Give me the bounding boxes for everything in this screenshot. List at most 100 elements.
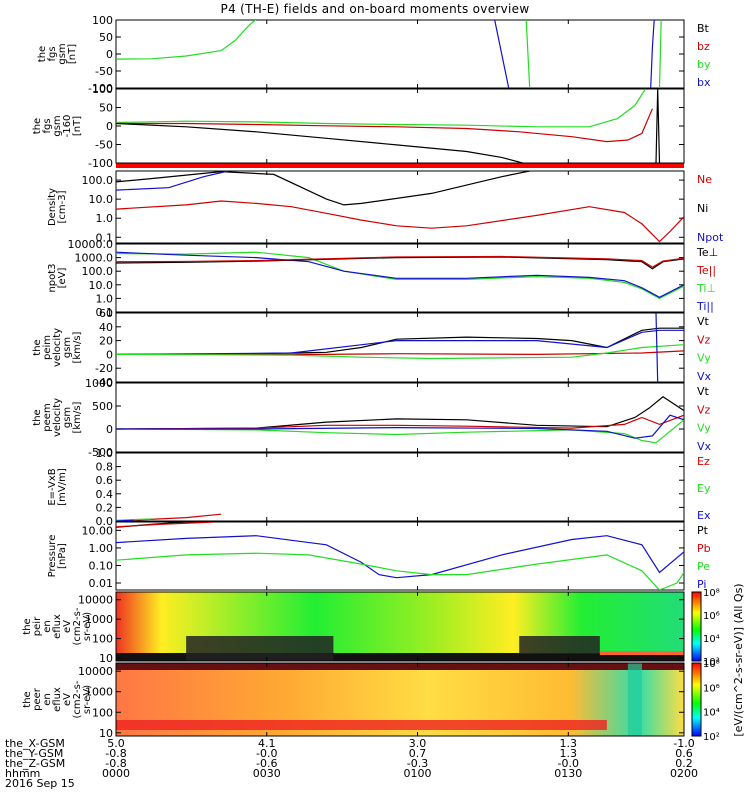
series-line-by bbox=[525, 20, 531, 88]
panel-8: 10.00 1.00 0.10 0.01 Pressure [nPa] Pt Pb Pe Pi bbox=[47, 521, 711, 591]
legend-entry: Vy bbox=[697, 352, 711, 365]
series-line-ne bbox=[116, 200, 684, 243]
y-tick-label: 0.4 bbox=[96, 488, 114, 501]
y-tick-label: 40 bbox=[99, 321, 113, 334]
x-row-label: the_X-GSM bbox=[5, 737, 65, 750]
y-axis-label: eflux bbox=[52, 614, 63, 639]
y-axis-label: the bbox=[37, 46, 48, 62]
y-tick-label: 100.0 bbox=[82, 265, 114, 278]
panel-frame bbox=[115, 312, 685, 383]
panel-9: 10000 1000 100 10 the peir en eflux eV (cm2-s-sr-… bbox=[22, 588, 720, 668]
panel-7: 1.00.80.60.40.20.0 E=-VxB [mV/m] Ez Ey Ex bbox=[47, 447, 711, 528]
legend-entry: Pe bbox=[697, 560, 710, 573]
spectrogram-warm-strip bbox=[599, 651, 684, 655]
panel-2: 100 50 0 -50 -100 the fgs gsm -160 [nT] bbox=[32, 83, 685, 170]
legend-entry: Npot bbox=[697, 231, 724, 244]
series-line-vy bbox=[116, 419, 684, 444]
y-tick-label: 100 bbox=[92, 706, 113, 719]
y-axis-label: (cm2-s- bbox=[72, 680, 83, 718]
legend-entry: Vy bbox=[697, 422, 711, 435]
panel-3: 100.0 10.0 1.0 0.1 Density [cm-3] Ne Ni Npot bbox=[47, 170, 724, 244]
colorbar bbox=[691, 662, 702, 737]
y-tick-label: 0.0 bbox=[96, 515, 114, 528]
y-tick-label: 0 bbox=[106, 423, 113, 436]
y-axis-label: the bbox=[22, 691, 33, 707]
legend-entry: Vz bbox=[697, 333, 711, 346]
y-axis-label: eV bbox=[62, 620, 73, 633]
panel-frame bbox=[115, 521, 685, 591]
colorbar-tick-label: 10⁴ bbox=[703, 708, 720, 719]
colorbar bbox=[691, 591, 702, 662]
colorbar-tick-label: 10² bbox=[703, 657, 720, 668]
colorbar-tick-label: 10⁸ bbox=[703, 588, 720, 599]
legend-entry: Pi bbox=[697, 578, 706, 591]
series-line-vz bbox=[116, 350, 684, 356]
x-row-value: 0.2 bbox=[675, 757, 693, 770]
y-tick-label: 10 bbox=[99, 652, 113, 665]
colorbar-tick-label: 10² bbox=[703, 732, 720, 743]
series-line-by bbox=[658, 20, 662, 88]
legend-entry: Ni bbox=[697, 202, 708, 215]
series-line-ti bbox=[116, 251, 684, 298]
panel-frame bbox=[115, 243, 685, 313]
y-tick-label: 1000.0 bbox=[75, 252, 114, 265]
y-tick-label: -40 bbox=[95, 376, 113, 389]
y-axis-label: sr-eV) bbox=[82, 612, 93, 641]
series-group bbox=[116, 251, 684, 300]
series-line-vy bbox=[116, 344, 684, 360]
spectrogram-dark-patch bbox=[519, 636, 600, 654]
series-group bbox=[116, 513, 222, 521]
series-line-by bbox=[116, 20, 257, 60]
legend-entry: Ti⊥ bbox=[696, 282, 716, 295]
y-axis-label: npot3 bbox=[47, 263, 58, 292]
y-tick-label: 0.8 bbox=[96, 461, 114, 474]
series-line-vt bbox=[116, 396, 684, 430]
series-line-npot bbox=[116, 171, 229, 191]
series-line-pe bbox=[116, 552, 684, 590]
y-tick-label: 10.0 bbox=[89, 193, 114, 206]
series-line-te bbox=[116, 255, 684, 268]
series-group bbox=[116, 171, 684, 243]
x-row-value: -0.6 bbox=[256, 757, 277, 770]
spectrogram-low-energy-band bbox=[116, 653, 684, 661]
series-line-vx bbox=[116, 414, 684, 439]
colorbar-tick-label: 10⁶ bbox=[703, 683, 720, 694]
series-line-pb bbox=[116, 522, 215, 528]
y-tick-label: 100 bbox=[92, 14, 113, 27]
x-row-value: 0.6 bbox=[675, 747, 693, 760]
panel-frame bbox=[115, 382, 685, 453]
y-tick-label: 1000 bbox=[85, 613, 113, 626]
y-tick-label: -100 bbox=[88, 157, 113, 170]
y-tick-label: -20 bbox=[95, 362, 113, 375]
series-group bbox=[116, 313, 684, 382]
legend-entry: Vz bbox=[697, 403, 711, 416]
y-tick-label: 1000 bbox=[85, 686, 113, 699]
series-line-ex bbox=[116, 519, 134, 521]
y-tick-label: 100 bbox=[92, 83, 113, 96]
x-row-value: 5.0 bbox=[107, 737, 125, 750]
colorbar-tick-label: 10⁶ bbox=[703, 611, 720, 622]
y-axis-label: the bbox=[32, 339, 43, 355]
y-axis-label: sr-eV) bbox=[82, 685, 93, 714]
y-tick-label: 1.00 bbox=[89, 542, 114, 555]
series-line-green bbox=[116, 89, 646, 128]
ion-mode-bar bbox=[116, 163, 684, 168]
legend-entry: Vt bbox=[697, 315, 710, 328]
series-line-bx bbox=[494, 20, 510, 88]
y-axis-label: [nPa] bbox=[57, 543, 68, 569]
x-row-value: 3.0 bbox=[409, 737, 427, 750]
legend-entry: Pt bbox=[697, 524, 709, 537]
y-tick-label: 0.2 bbox=[96, 501, 114, 514]
panel-frame bbox=[115, 662, 685, 737]
y-axis-label: the bbox=[22, 618, 33, 634]
y-axis-label: the bbox=[32, 118, 43, 134]
colorbar-tick-label: 10⁴ bbox=[703, 634, 720, 645]
y-axis-label: gsm bbox=[62, 337, 73, 358]
y-tick-label: -50 bbox=[95, 65, 113, 78]
legend-entry: Ey bbox=[697, 482, 711, 495]
colorbar-tick-label: 10⁸ bbox=[703, 659, 720, 670]
x-row-value: 0200 bbox=[670, 767, 698, 780]
x-row-value: -0.0 bbox=[256, 747, 277, 760]
y-tick-label: 50 bbox=[99, 31, 113, 44]
y-axis-label: gsm bbox=[57, 43, 68, 64]
